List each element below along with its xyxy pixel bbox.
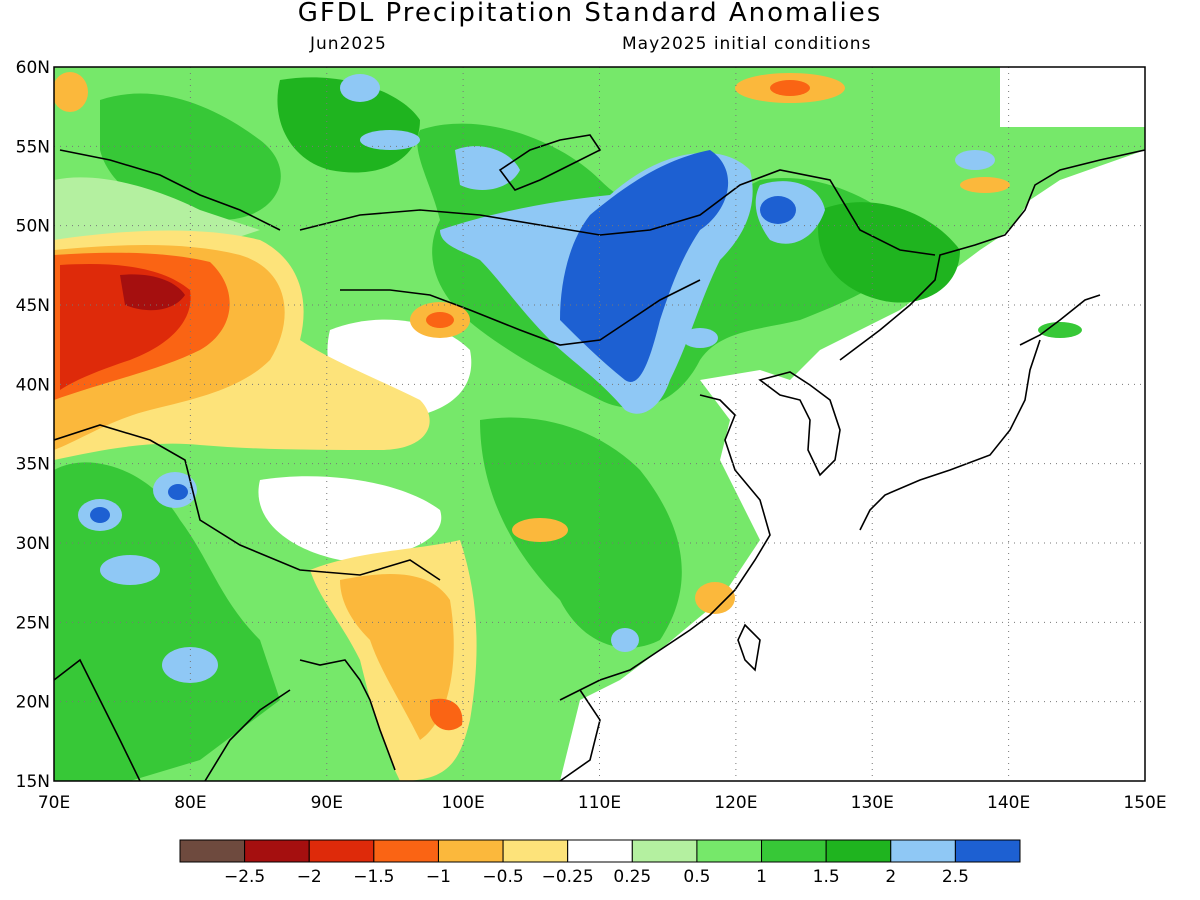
lon-tick-label: 140E: [987, 793, 1030, 813]
vietnam-coast: [559, 689, 601, 781]
wet-india-1: [100, 555, 160, 585]
legend-label: −1: [426, 867, 451, 887]
manchuria-green: [818, 202, 960, 303]
legend-label: 1: [756, 867, 767, 887]
lon-tick-label: 100E: [442, 793, 485, 813]
lon-tick-label: 120E: [714, 793, 757, 813]
legend-label: 2.5: [942, 867, 969, 887]
dry-spot-5: [960, 177, 1010, 193]
wet-tibet-core: [168, 484, 188, 500]
white-patch-2: [258, 476, 442, 560]
legend-label: −2.5: [224, 867, 265, 887]
legend-swatch: [502, 839, 569, 863]
bay-of-bengal-coast: [299, 659, 396, 771]
lon-tick-label: 90E: [311, 793, 343, 813]
wet-spot-1: [682, 328, 718, 348]
korea-coast: [758, 371, 841, 477]
lon-tick-label: 130E: [851, 793, 894, 813]
lat-tick-label: 15N: [16, 772, 50, 792]
dry-spot-1-core: [426, 312, 454, 328]
lat-tick-label: 50N: [16, 217, 50, 237]
legend-label: −0.25: [542, 867, 594, 887]
initial-conditions: May2025 initial conditions: [622, 34, 872, 54]
legend-swatch: [308, 839, 375, 863]
light-green-band: [54, 177, 260, 250]
legend-label: 0.25: [613, 867, 651, 887]
no-data-north: [1000, 67, 1145, 127]
legend-swatch: [567, 839, 633, 863]
wet-dark-blue: [560, 150, 729, 382]
legend-swatch: [631, 839, 698, 863]
latitude-labels: 15N 20N 25N 30N 35N 40N 45N 50N 55N 60N: [16, 58, 50, 792]
russia-coast: [839, 149, 1145, 361]
china-green: [480, 417, 682, 648]
lon-tick-label: 70E: [38, 793, 70, 813]
legend-swatch: [890, 839, 956, 863]
mongolia-south-border: [340, 279, 701, 346]
anomaly-field: [54, 67, 1145, 781]
map-title: GFDL Precipitation Standard Anomalies: [297, 0, 883, 28]
dry-spot-2-core: [770, 80, 810, 96]
japan-coast: [859, 294, 1101, 531]
wet-north: [340, 74, 380, 102]
longitude-labels: 70E 80E 90E 100E 110E 120E 130E 140E 150E: [38, 793, 1167, 813]
lat-tick-label: 25N: [16, 613, 50, 633]
no-data-ocean: [560, 150, 1145, 781]
lon-tick-label: 150E: [1123, 793, 1166, 813]
dry-spot-4: [512, 518, 568, 542]
legend-label: 0.5: [683, 867, 710, 887]
lat-tick-label: 60N: [16, 58, 50, 78]
forecast-month: Jun2025: [310, 34, 387, 54]
dry-dark-red: [120, 274, 185, 311]
wet-sakhalin: [955, 150, 995, 170]
lat-tick-label: 35N: [16, 455, 50, 475]
legend-label: 2: [885, 867, 896, 887]
sea-orange: [340, 574, 454, 740]
legend-swatch: [437, 839, 504, 863]
wet-india-2: [162, 647, 218, 683]
lat-lon-grid: [54, 67, 1145, 781]
india-green: [54, 462, 280, 781]
india-east-coast: [204, 689, 291, 781]
lon-tick-label: 110E: [578, 793, 621, 813]
lat-tick-label: 30N: [16, 534, 50, 554]
plot-frame: [53, 66, 1146, 782]
taiwan: [737, 623, 761, 672]
lat-tick-label: 45N: [16, 296, 50, 316]
sea-dark-orange: [430, 698, 463, 731]
wet-baikal: [455, 146, 520, 190]
mongolia-north-border: [299, 169, 936, 256]
legend-swatch: [696, 839, 763, 863]
lat-tick-label: 20N: [16, 693, 50, 713]
legend-swatch: [825, 839, 892, 863]
himalaya-border: [54, 424, 441, 581]
legend-label: −2: [297, 867, 322, 887]
coastlines-borders: [54, 134, 1145, 781]
color-legend: −2.5 −2 −1.5 −1 −0.5 −0.25 0.25 0.5 1 1.5 2 2.5: [179, 839, 1021, 887]
legend-swatch: [761, 839, 827, 863]
legend-label: 1.5: [813, 867, 840, 887]
legend-label: −1.5: [353, 867, 394, 887]
india-west-coast: [54, 658, 141, 781]
legend-swatch: [954, 839, 1021, 863]
dry-spot-3: [695, 582, 735, 614]
legend-label: −0.5: [482, 867, 523, 887]
wet-hokkaido: [1038, 322, 1082, 338]
legend-swatch: [179, 839, 246, 863]
wet-pakistan-core: [90, 507, 110, 523]
legend-swatch: [373, 839, 439, 863]
wet-east-core: [760, 196, 796, 224]
wet-north-2: [360, 130, 420, 150]
lon-tick-label: 80E: [174, 793, 206, 813]
lat-tick-label: 40N: [16, 375, 50, 395]
legend-swatch: [244, 839, 310, 863]
lat-tick-label: 55N: [16, 137, 50, 157]
dry-spot-6: [54, 72, 88, 112]
wet-south-china: [611, 628, 639, 652]
china-coast: [559, 394, 771, 701]
kazakh-north-border: [59, 149, 281, 231]
